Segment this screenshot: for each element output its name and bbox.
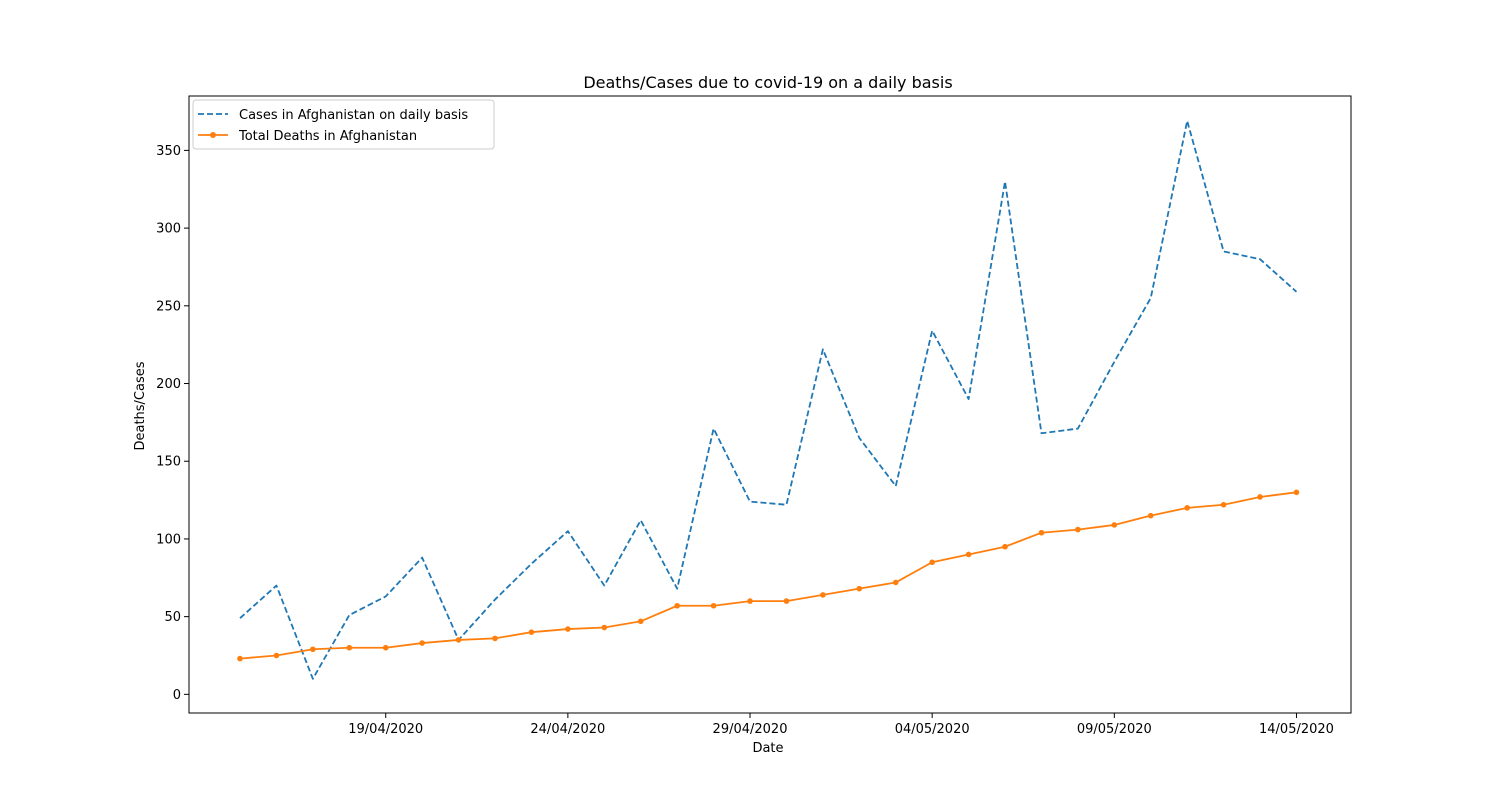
series-1-point	[1075, 526, 1081, 533]
y-tick-label: 250	[156, 299, 181, 314]
legend-marker-deaths	[210, 132, 216, 138]
series-1-point	[1038, 529, 1045, 536]
x-tick-label: 29/04/2020	[713, 722, 788, 737]
y-axis: 0 50 100 150 200 250 300 350	[156, 144, 189, 703]
y-tick-label: 0	[173, 688, 181, 703]
legend-box	[192, 99, 495, 150]
series-line-0	[239, 119, 1298, 680]
x-tick-label: 19/04/2020	[348, 722, 423, 737]
y-tick-label: 300	[156, 222, 181, 237]
series-1-point	[1257, 494, 1263, 500]
y-tick-label: 100	[156, 532, 181, 547]
series-1-point	[1111, 522, 1118, 528]
series-1-point	[419, 640, 425, 646]
series-1-point	[710, 602, 717, 609]
x-tick-label: 14/05/2020	[1259, 722, 1334, 737]
legend-label-deaths: Total Deaths in Afghanistan	[238, 129, 417, 144]
series-1-point	[601, 624, 608, 631]
series-line-1	[239, 491, 1297, 660]
series-1-point	[346, 644, 353, 651]
series-1-point	[455, 637, 462, 643]
plot-area	[237, 119, 1300, 680]
chart-title: Deaths/Cases due to covid-19 on a daily …	[583, 73, 952, 92]
x-tick-label: 09/05/2020	[1077, 722, 1152, 737]
legend: Cases in Afghanistan on daily basis Tota…	[192, 99, 495, 150]
series-1-point	[382, 644, 389, 651]
y-axis-label: Deaths/Cases	[133, 361, 148, 450]
y-tick-label: 350	[156, 144, 181, 159]
series-1-point	[1002, 543, 1008, 550]
series-1-point	[820, 592, 826, 598]
series-1-point	[1220, 501, 1227, 508]
y-tick-label: 150	[156, 455, 181, 470]
series-1-point	[856, 585, 863, 592]
series-1-point	[237, 655, 243, 662]
y-tick-label: 50	[164, 610, 181, 625]
series-1-point	[528, 629, 535, 635]
series-1-point	[1293, 489, 1300, 496]
x-axis-label: Date	[752, 741, 783, 756]
series-1-point	[674, 602, 680, 609]
series-1-point	[565, 626, 571, 632]
series-1-point	[492, 635, 498, 642]
series-1-point	[965, 551, 972, 558]
series-1-point	[892, 579, 899, 586]
series-1-point	[273, 652, 280, 659]
series-1-point	[310, 646, 316, 653]
series-1-point	[929, 559, 935, 566]
x-tick-label: 24/04/2020	[530, 722, 605, 737]
x-axis: 19/04/2020 24/04/2020 29/04/2020 04/05/2020…	[348, 713, 1334, 737]
legend-label-cases: Cases in Afghanistan on daily basis	[239, 108, 468, 123]
series-1-point	[783, 598, 790, 604]
y-tick-label: 200	[156, 377, 181, 392]
series-1-point	[637, 618, 644, 625]
series-1-point	[1147, 512, 1154, 519]
x-tick-label: 04/05/2020	[895, 722, 970, 737]
series-1-point	[1184, 505, 1190, 511]
series-1-point	[747, 598, 753, 604]
axes-frame	[188, 95, 1352, 714]
